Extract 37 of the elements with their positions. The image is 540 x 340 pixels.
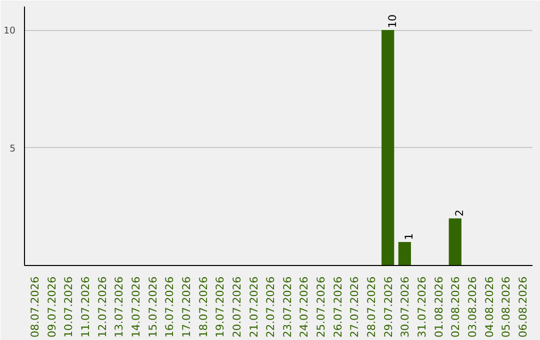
x-tick-label: 04.08.2026: [482, 276, 496, 338]
x-tick-label: 15.07.2026: [146, 276, 160, 338]
x-tick-label: 09.07.2026: [45, 276, 58, 338]
x-tick-label: 24.07.2026: [298, 276, 311, 338]
x-tick-label: 03.08.2026: [466, 276, 479, 338]
x-tick-label: 02.08.2026: [449, 276, 462, 338]
x-tick-label: 10.07.2026: [62, 276, 76, 338]
x-tick-label: 18.07.2026: [196, 276, 210, 338]
x-tick-label: 13.07.2026: [112, 276, 126, 338]
x-tick-label: 06.08.2026: [516, 276, 530, 338]
x-tick-label: 27.07.2026: [348, 276, 362, 338]
bar: [448, 218, 462, 266]
x-tick-label: 01.08.2026: [432, 276, 446, 338]
y-tick-label: 5: [10, 143, 16, 154]
x-tick-label: 21.07.2026: [247, 276, 260, 338]
x-tick-label: 25.07.2026: [314, 276, 328, 338]
x-tick-label: 14.07.2026: [130, 276, 143, 338]
x-tick-label: 31.07.2026: [415, 276, 428, 338]
x-tick-label: 23.07.2026: [280, 276, 294, 338]
x-tick-label: 11.07.2026: [79, 276, 92, 338]
data-label: 2: [453, 210, 466, 216]
data-label: 10: [386, 14, 399, 28]
bar: [382, 30, 394, 266]
x-tick-label: 30.07.2026: [398, 276, 412, 338]
x-tick-label: 26.07.2026: [331, 276, 344, 338]
x-tick-label: 22.07.2026: [264, 276, 278, 338]
x-tick-label: 08.07.2026: [28, 276, 42, 338]
x-tick-label: 19.07.2026: [214, 276, 227, 338]
x-tick-label: 16.07.2026: [163, 276, 176, 338]
data-label: 1: [402, 233, 416, 240]
bar: [398, 242, 411, 266]
x-tick-label: 05.08.2026: [500, 276, 513, 338]
x-tick-label: 20.07.2026: [230, 276, 244, 338]
x-tick-label: 17.07.2026: [180, 276, 193, 338]
x-tick-label: 28.07.2026: [365, 276, 378, 338]
x-tick-label: 29.07.2026: [382, 276, 395, 338]
x-tick-label: 12.07.2026: [96, 276, 109, 338]
